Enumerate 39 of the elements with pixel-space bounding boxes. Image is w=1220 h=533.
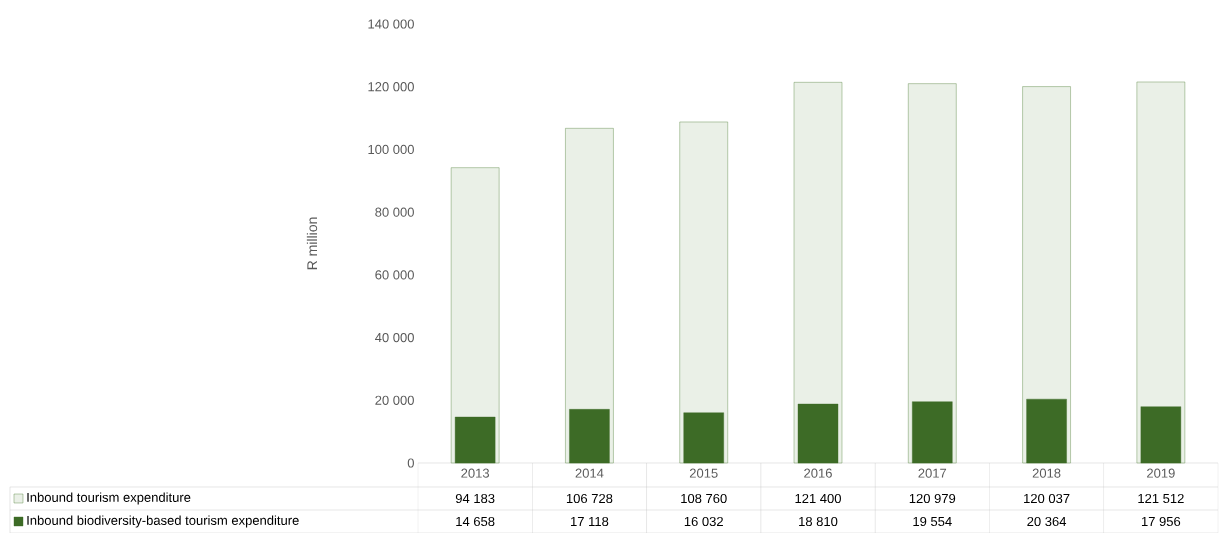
data-label: 94 183 <box>455 493 495 504</box>
data-label: 106 728 <box>566 493 613 504</box>
data-label: 17 956 <box>1141 516 1181 527</box>
data-label: 17 118 <box>571 516 609 527</box>
x-tick-label: 2015 <box>689 468 718 478</box>
bar <box>1140 406 1182 464</box>
bar <box>454 416 496 464</box>
bar <box>1026 398 1067 464</box>
y-tick-label: 100 000 <box>368 144 414 155</box>
legend-label: Inbound biodiversity-based tourism expenditure <box>27 515 299 528</box>
x-tick-label: 2013 <box>461 468 490 478</box>
data-label: 18 810 <box>799 516 838 527</box>
y-tick-label: 140 000 <box>368 19 414 29</box>
bar <box>912 401 953 464</box>
x-tick-label: 2017 <box>918 468 947 478</box>
x-tick-label: 2016 <box>804 468 832 478</box>
bar <box>569 409 610 464</box>
bar <box>797 403 839 464</box>
data-label: 19 554 <box>913 516 952 527</box>
y-tick-label: 60 000 <box>375 270 414 280</box>
data-label: 108 760 <box>681 493 727 504</box>
x-tick-label: 2018 <box>1032 468 1061 478</box>
data-label: 120 979 <box>909 493 956 504</box>
data-label: 121 512 <box>1138 493 1184 504</box>
x-tick-label: 2019 <box>1147 468 1175 478</box>
data-label: 120 037 <box>1024 493 1070 504</box>
y-tick-label: 80 000 <box>375 207 414 217</box>
legend-label: Inbound tourism expenditure <box>27 492 191 505</box>
data-label: 20 364 <box>1027 516 1067 527</box>
x-tick-label: 2014 <box>575 468 604 478</box>
data-label: 14 658 <box>456 516 495 527</box>
y-tick-label: 0 <box>407 458 414 468</box>
y-tick-label: 40 000 <box>375 332 414 343</box>
data-label: 121 400 <box>795 493 841 504</box>
bar <box>683 412 724 464</box>
data-label: 16 032 <box>684 516 723 527</box>
y-axis-title: R million <box>306 217 318 270</box>
y-tick-label: 120 000 <box>368 82 414 92</box>
y-tick-label: 20 000 <box>375 395 414 405</box>
